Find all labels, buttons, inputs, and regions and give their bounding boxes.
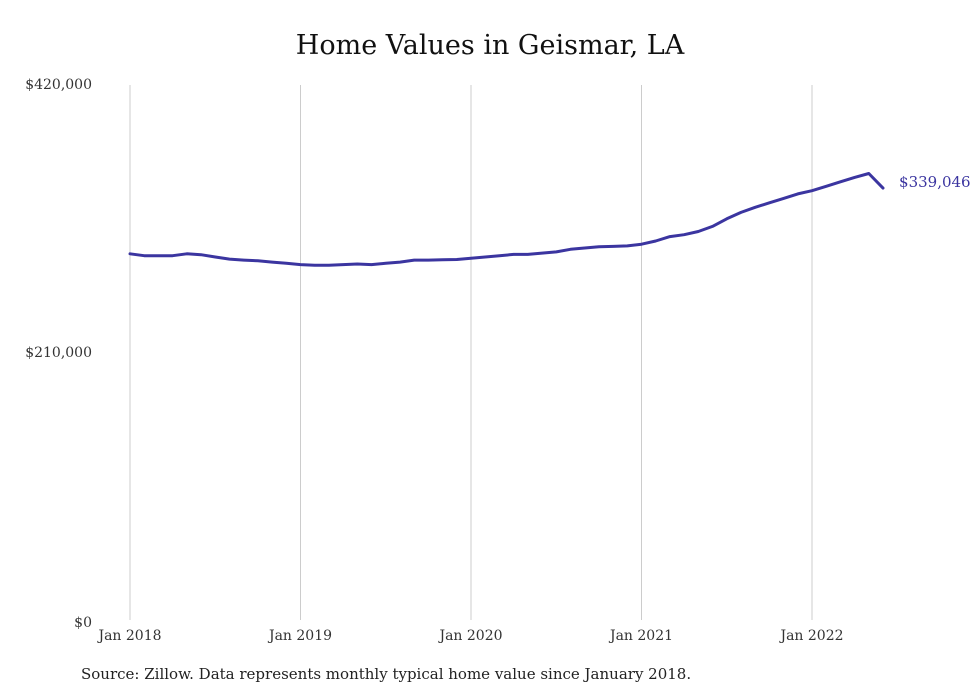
chart-title: Home Values in Geismar, LA	[295, 30, 685, 61]
x-tick-label: Jan 2021	[608, 628, 673, 644]
x-tick-label: Jan 2020	[437, 628, 502, 644]
y-tick-label: $0	[74, 615, 92, 631]
series-line	[128, 172, 885, 267]
y-tick-label: $210,000	[25, 345, 92, 361]
source-note: Source: Zillow. Data represents monthly …	[81, 665, 692, 683]
y-tick-label: $420,000	[25, 77, 92, 93]
x-tick-label: Jan 2019	[267, 628, 332, 644]
x-tick-label: Jan 2022	[778, 628, 843, 644]
end-value-label: $339,046	[899, 173, 971, 191]
x-tick-label: Jan 2018	[96, 628, 161, 644]
